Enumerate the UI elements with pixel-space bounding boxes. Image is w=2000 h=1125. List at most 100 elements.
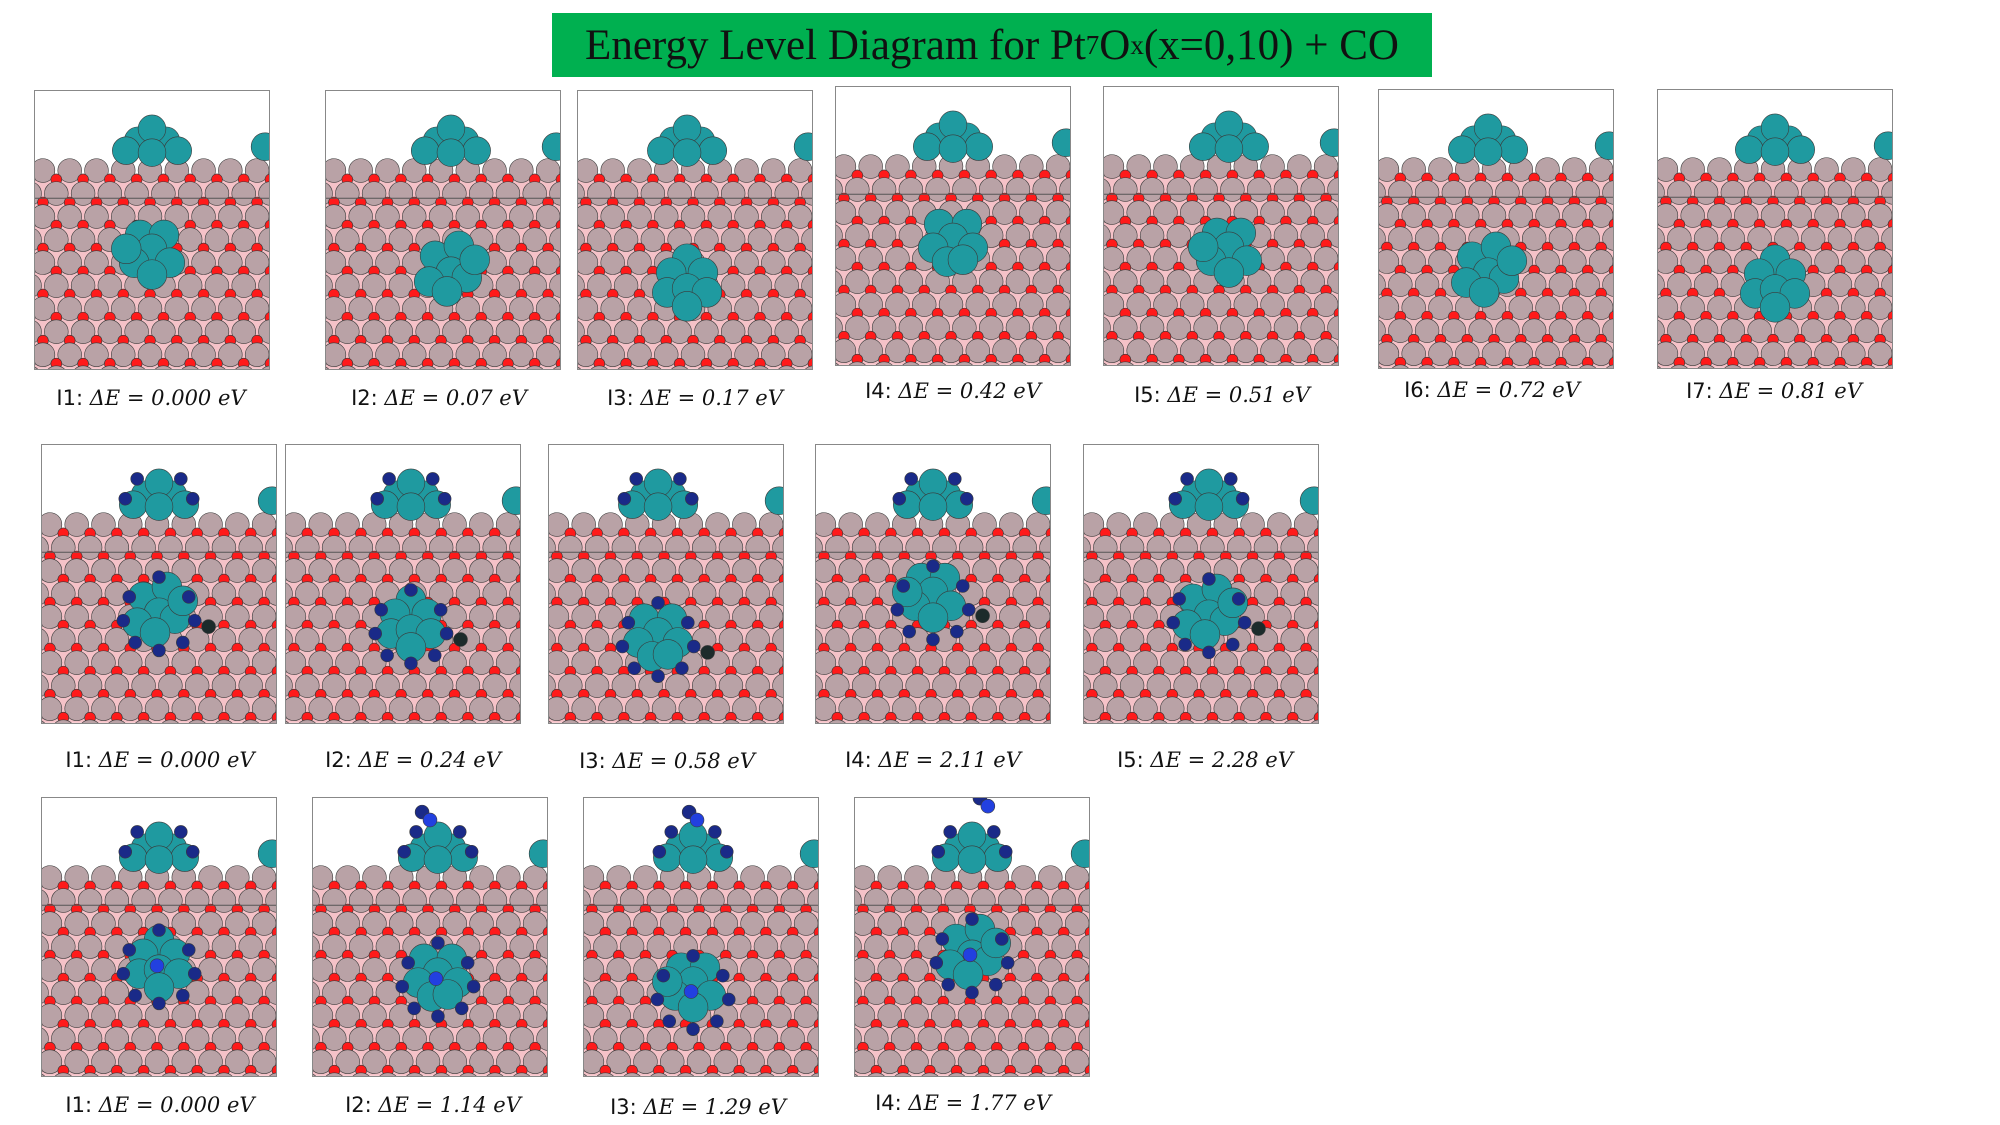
pt-surface-atom	[978, 315, 1004, 340]
pt-surface-atom	[1260, 292, 1285, 317]
pt-surface-atom	[665, 535, 690, 560]
pt-surface-atom	[469, 865, 494, 890]
isomer-label: I2:	[351, 386, 378, 410]
pt-surface-atom	[598, 604, 623, 629]
pt-surface-atom	[1481, 203, 1507, 228]
pt-surface-atom	[558, 673, 583, 698]
carbon-atom	[708, 825, 722, 839]
pt-surface-atom	[598, 512, 623, 537]
pt-surface-atom	[91, 512, 116, 537]
molecular-structure	[584, 804, 818, 1076]
pt-surface-atom	[1213, 650, 1238, 675]
pt-surface-atom	[402, 888, 427, 913]
pt-surface-atom	[251, 558, 276, 583]
pt-cluster-atom	[1319, 128, 1338, 157]
pt-surface-atom	[1787, 341, 1812, 366]
pt-surface-atom	[1481, 341, 1507, 366]
pt-surface-atom	[1455, 203, 1480, 228]
pt-surface-atom	[720, 273, 746, 298]
pt-surface-atom	[945, 650, 970, 675]
pt-surface-atom	[198, 1003, 223, 1028]
pt-surface-atom	[348, 158, 373, 183]
pt-surface-atom	[1104, 362, 1108, 365]
energy-value: ΔE = 0.000 eV	[98, 748, 255, 772]
pt-surface-atom	[42, 696, 63, 721]
carbon-atom	[437, 491, 452, 506]
pt-surface-atom	[242, 719, 260, 723]
pt-surface-atom	[522, 911, 547, 936]
pt-surface-atom	[231, 227, 256, 252]
pt-surface-atom	[44, 273, 69, 298]
pt-surface-atom	[1605, 364, 1613, 368]
pt-surface-atom	[1064, 865, 1089, 890]
pt-surface-atom	[1680, 249, 1705, 274]
pt-surface-atom	[761, 342, 786, 367]
pt-surface-atom	[864, 888, 889, 913]
pt-surface-atom	[124, 319, 149, 344]
pt-surface-atom	[912, 338, 937, 363]
pt-surface-atom	[571, 604, 596, 629]
pt-surface-atom	[191, 342, 216, 367]
pt-surface-atom	[747, 181, 773, 206]
pt-surface-atom	[972, 512, 997, 537]
pt-surface-atom	[469, 696, 494, 721]
pt-surface-atom	[184, 888, 210, 913]
pt-surface-atom	[1113, 315, 1138, 340]
pt-surface-atom	[587, 319, 612, 344]
pt-surface-atom	[855, 1073, 859, 1076]
energy-value: ΔE = 0.58 eV	[612, 749, 755, 773]
carbon-atom	[615, 639, 630, 654]
pt-surface-atom	[654, 342, 679, 367]
pt-surface-atom	[1720, 318, 1746, 343]
pt-surface-atom	[244, 250, 269, 275]
pt-surface-atom	[362, 865, 387, 890]
pt-surface-atom	[932, 535, 957, 560]
pt-surface-atom	[70, 181, 96, 206]
pt-surface-atom	[1143, 361, 1161, 365]
pt-surface-atom	[35, 366, 39, 369]
pt-surface-atom	[971, 888, 996, 913]
pt-surface-atom	[1024, 888, 1050, 913]
pt-surface-atom	[730, 1072, 748, 1076]
pt-surface-atom	[158, 888, 183, 913]
pt-surface-atom	[1814, 341, 1839, 366]
pt-surface-atom	[984, 1003, 1009, 1028]
pt-surface-atom	[308, 604, 333, 629]
pt-surface-atom	[326, 250, 347, 275]
pt-surface-atom	[535, 158, 560, 183]
pt-surface-atom	[1670, 364, 1688, 368]
pt-surface-atom	[587, 273, 612, 298]
pt-surface-atom	[522, 1049, 547, 1074]
pt-surface-atom	[322, 934, 347, 959]
pt-surface-atom	[509, 250, 534, 275]
pt-surface-atom	[188, 1072, 206, 1076]
pt-surface-atom	[571, 558, 596, 583]
carbon-atom	[118, 491, 133, 506]
pt-surface-atom	[335, 319, 360, 344]
pt-surface-atom	[91, 1003, 116, 1028]
pt-surface-atom	[1019, 200, 1044, 225]
pt-surface-atom	[793, 1049, 818, 1074]
pt-surface-atom	[362, 1049, 387, 1074]
pt-surface-atom	[522, 181, 547, 206]
pt-surface-atom	[1139, 223, 1165, 248]
pt-surface-atom	[1055, 1072, 1073, 1076]
pt-surface-atom	[593, 934, 618, 959]
pt-surface-atom	[992, 200, 1017, 225]
pt-surface-atom	[1535, 295, 1560, 320]
pt-surface-atom	[588, 719, 606, 723]
pt-surface-atom	[1588, 157, 1613, 182]
pt-surface-atom	[70, 273, 96, 298]
pt-surface-atom	[1028, 1072, 1046, 1076]
pt-surface-atom	[184, 1026, 210, 1051]
pt-surface-atom	[1180, 200, 1205, 225]
pt-surface-atom	[905, 673, 930, 698]
carbon-atom	[404, 583, 418, 597]
pt-surface-atom	[1032, 315, 1057, 340]
pt-surface-atom	[613, 227, 639, 252]
pt-surface-atom	[590, 365, 608, 369]
pt-surface-atom	[77, 581, 103, 606]
pt-surface-atom	[774, 273, 799, 298]
pt-surface-atom	[999, 650, 1024, 675]
